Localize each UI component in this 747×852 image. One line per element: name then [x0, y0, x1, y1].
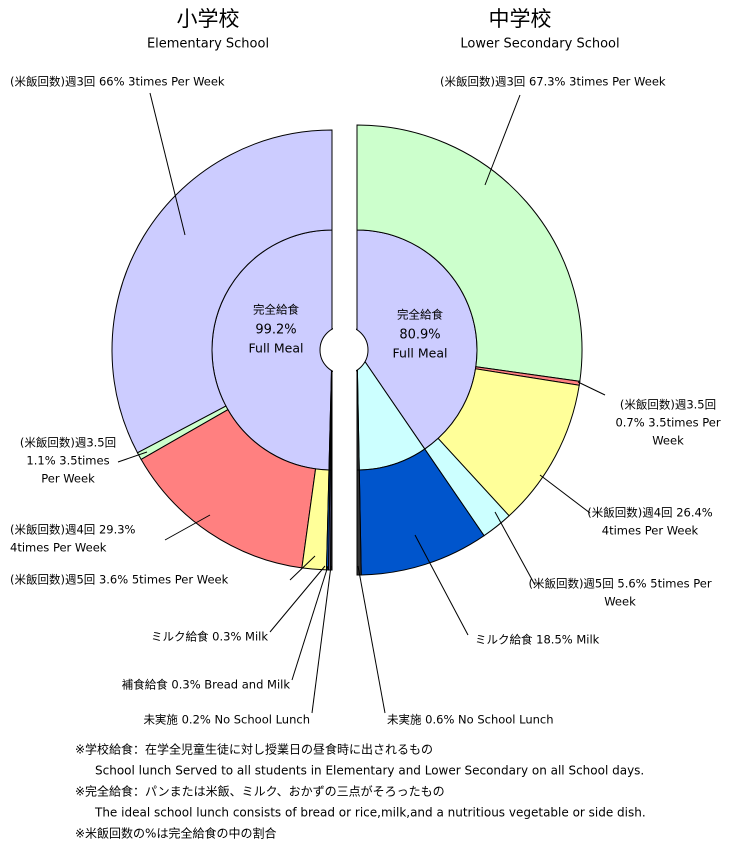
leader-line [149, 92, 186, 236]
leader-line [117, 451, 148, 463]
segment-label: (米飯回数)週5回 3.6% 5times Per Week [10, 573, 229, 587]
outer-segment [330, 469, 333, 571]
note: ※完全給食：パンまたは米飯、ミルク、おかずの三点がそろったもの [75, 784, 445, 799]
leader-line [414, 534, 469, 636]
leader-line [289, 555, 316, 581]
center-label: Full Meal [249, 341, 304, 356]
leader-line [164, 514, 211, 541]
segment-label: (米飯回数)週4回 29.3% [10, 523, 136, 537]
segment-label: (米飯回数)週4回 26.4% [587, 506, 713, 520]
chart-title: 中学校 [489, 7, 552, 31]
leader-line [291, 565, 329, 681]
segment-label: ミルク給食 0.3% Milk [151, 630, 268, 644]
note: ※学校給食：在学全児童生徒に対し授業日の昼食時に出されるもの [75, 742, 433, 757]
center-label: 完全給食 [397, 308, 443, 322]
center-label: 完全給食 [253, 303, 299, 317]
segment-label: (米飯回数)週5回 5.6% 5times Per [528, 577, 711, 591]
leader-line [539, 474, 591, 514]
note: ※米飯回数の%は完全給食の中の割合 [75, 826, 276, 841]
segment-label: 補食給食 0.3% Bread and Milk [122, 678, 291, 692]
segment-label: ミルク給食 18.5% Milk [475, 633, 600, 647]
segment-label: (米飯回数)週3回 66% 3times Per Week [10, 75, 225, 89]
note: School lunch Served to all students in E… [95, 764, 644, 778]
outer-segment [356, 124, 583, 382]
leader-line [577, 381, 606, 396]
segment-label: 未実施 0.6% No School Lunch [387, 713, 554, 727]
center-label: Full Meal [393, 346, 448, 361]
segment-label: 4times Per Week [10, 541, 107, 555]
segment-label: 4times Per Week [602, 524, 699, 538]
segment-label: (米飯回数)週3.5回 [20, 436, 116, 450]
segment-label: 1.1% 3.5times [26, 454, 109, 468]
chart-subtitle: Lower Secondary School [460, 37, 619, 52]
outer-segment [111, 129, 333, 454]
segment-label: 0.7% 3.5times Per [615, 416, 720, 430]
chart-subtitle: Elementary School [147, 37, 269, 52]
segment-label: Per Week [41, 472, 95, 486]
leader-line [484, 94, 521, 186]
leader-line [494, 511, 536, 586]
center-value: 99.2% [255, 323, 296, 338]
segment-label: Week [652, 434, 684, 448]
gap [333, 325, 356, 375]
chart-title: 小学校 [177, 7, 240, 31]
segment-label: (米飯回数)週3.5回 [620, 398, 716, 412]
segment-label: Week [604, 595, 636, 609]
segment-label: 未実施 0.2% No School Lunch [143, 713, 310, 727]
center-value: 80.9% [399, 328, 440, 343]
leader-line [269, 565, 326, 633]
note: The ideal school lunch consists of bread… [94, 806, 646, 820]
leader-line [311, 565, 332, 714]
segment-label: (米飯回数)週3回 67.3% 3times Per Week [440, 75, 666, 89]
leader-line [357, 565, 386, 714]
